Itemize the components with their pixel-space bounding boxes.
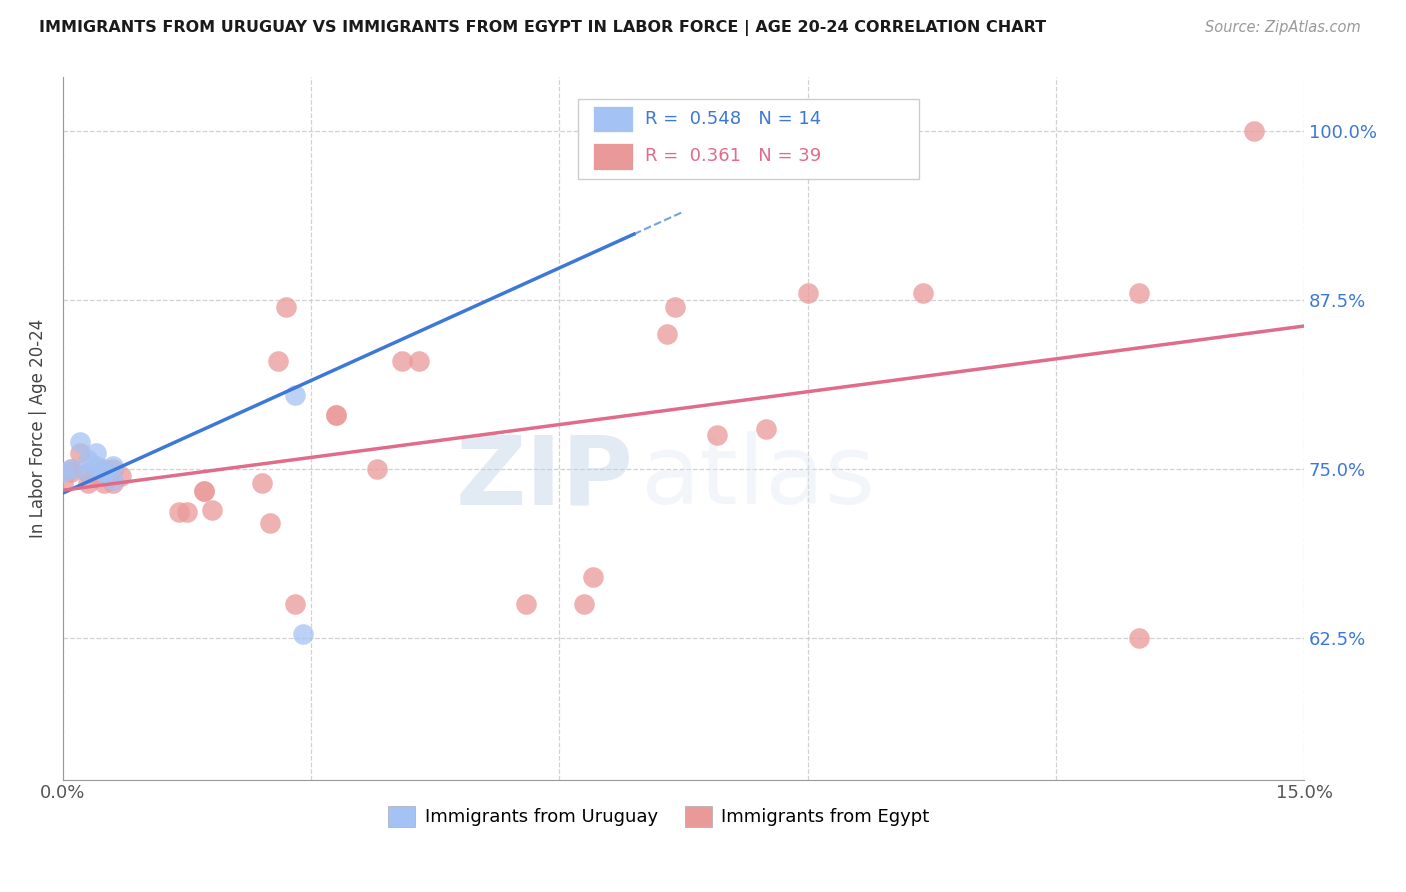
Bar [593,106,633,132]
Point [284,597,307,611]
FancyBboxPatch shape [578,98,920,179]
Point [52,465,75,479]
Point [796,286,818,301]
Point [291,627,314,641]
Point [664,300,686,314]
Point [193,483,215,498]
Point [167,505,190,519]
Y-axis label: In Labor Force | Age 20-24: In Labor Force | Age 20-24 [30,319,46,538]
Point [93,463,115,477]
Text: R =  0.361   N = 39: R = 0.361 N = 39 [645,147,821,165]
Point [93,466,115,480]
Point [110,468,132,483]
Point [366,462,388,476]
Point [250,475,273,490]
Point [101,473,124,487]
Point [408,354,430,368]
Point [276,300,298,314]
Point [1243,124,1265,138]
Point [76,452,98,467]
Point [69,446,91,460]
Point [391,354,413,368]
Point [84,446,107,460]
Point [623,124,645,138]
Point [325,408,347,422]
Point [93,462,115,476]
Point [655,326,678,341]
Point [76,466,98,480]
Text: atlas: atlas [640,431,876,524]
Point [325,408,347,422]
Point [912,286,935,301]
Point [284,388,307,402]
Bar [593,143,633,169]
Point [574,597,596,611]
Point [176,505,198,519]
Point [93,475,115,490]
Text: ZIP: ZIP [456,431,634,524]
Point [76,475,98,490]
Point [201,502,224,516]
Point [60,465,83,479]
Point [515,597,537,611]
Point [581,570,603,584]
Point [84,468,107,483]
Text: Source: ZipAtlas.com: Source: ZipAtlas.com [1205,20,1361,35]
Point [193,483,215,498]
Point [259,516,281,530]
Legend: Immigrants from Uruguay, Immigrants from Egypt: Immigrants from Uruguay, Immigrants from… [381,798,936,834]
Point [101,475,124,490]
Point [52,475,75,490]
Point [101,462,124,476]
Point [101,459,124,474]
Point [1128,286,1150,301]
Point [84,459,107,474]
Point [267,354,290,368]
Point [706,428,728,442]
Point [69,435,91,450]
Point [76,465,98,479]
Text: R =  0.548   N = 14: R = 0.548 N = 14 [645,110,821,128]
Point [1128,631,1150,645]
Point [60,462,83,476]
Text: IMMIGRANTS FROM URUGUAY VS IMMIGRANTS FROM EGYPT IN LABOR FORCE | AGE 20-24 CORR: IMMIGRANTS FROM URUGUAY VS IMMIGRANTS FR… [39,20,1046,36]
Point [60,462,83,476]
Point [755,421,778,435]
